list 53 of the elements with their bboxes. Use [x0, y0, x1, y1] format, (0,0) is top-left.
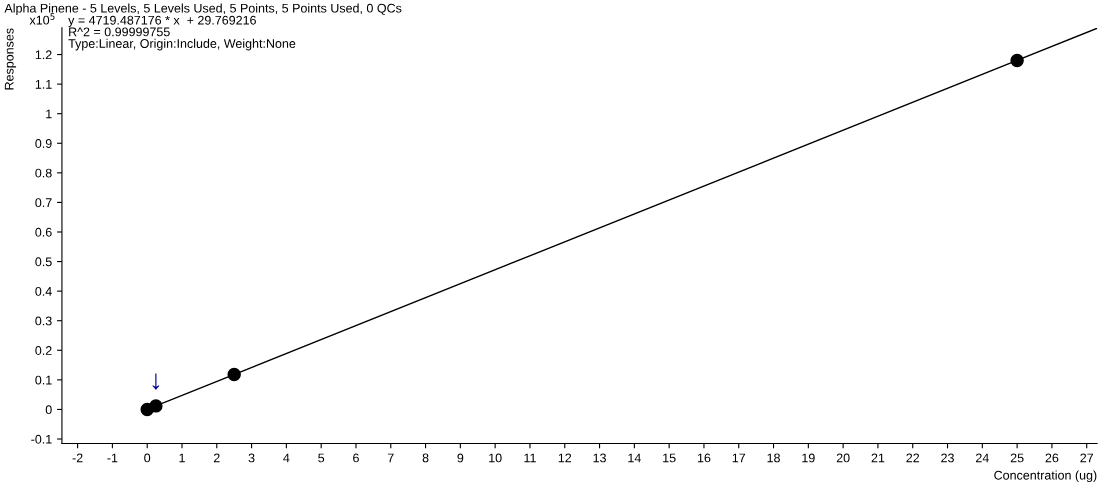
- y-tick-label: 0.6: [35, 227, 52, 237]
- x-tick-label: 21: [871, 453, 885, 463]
- point: [227, 367, 241, 382]
- y-tick-label: 1: [46, 109, 52, 119]
- y-tick-label: 0.2: [35, 346, 52, 355]
- x-tick-label: 19: [802, 453, 815, 463]
- x-tick-label: 23: [941, 453, 954, 463]
- point: [149, 399, 163, 413]
- x-tick-label: 2: [213, 453, 220, 463]
- x-tick-label: -2: [72, 453, 83, 463]
- y-tick-label: 0.7: [35, 198, 52, 208]
- x-tick-label: 25: [1010, 453, 1024, 463]
- point: [1010, 53, 1024, 68]
- x-tick-label: -1: [107, 453, 118, 463]
- x-tick-label: 6: [353, 453, 359, 463]
- y-tick-label: 0.3: [35, 316, 52, 326]
- y-tick-label: -0.1: [31, 434, 52, 444]
- x-tick-label: 26: [1045, 453, 1059, 463]
- y-axis-title: Responses: [4, 28, 17, 90]
- x-tick-label: 4: [283, 453, 290, 463]
- x-tick-label: 0: [144, 453, 151, 463]
- y-tick-label: 1.2: [35, 50, 52, 60]
- x-tick-label: 16: [697, 453, 711, 463]
- annotation: ↓: [152, 373, 160, 390]
- x-tick-label: 5: [318, 453, 325, 463]
- x-tick-label: 3: [248, 453, 255, 463]
- y-tick-label: 0.8: [35, 168, 52, 178]
- y-tick-label: 0.4: [35, 286, 52, 296]
- y-tick-label: 1.1: [35, 80, 52, 89]
- x-tick-label: 20: [836, 453, 850, 463]
- x-tick-label: 15: [663, 453, 676, 463]
- x-axis-title: Concentration (ug): [994, 470, 1097, 483]
- x-tick-label: 7: [387, 453, 394, 463]
- x-tick-label: 18: [767, 453, 780, 463]
- y-tick-label: 0.5: [35, 257, 52, 267]
- x-tick-label: 11: [524, 453, 536, 463]
- x-tick-label: 8: [422, 453, 429, 463]
- x-tick-label: 12: [558, 453, 572, 463]
- annotation: Type:Linear, Origin:Include, Weight:None: [68, 38, 296, 51]
- y-tick-label: 0.9: [35, 139, 52, 148]
- x-tick-label: 24: [976, 453, 989, 463]
- x-tick-label: 27: [1080, 453, 1094, 463]
- y-tick-label: 0: [45, 405, 52, 415]
- x-tick-label: 17: [732, 453, 746, 463]
- x-tick-label: 10: [489, 453, 502, 463]
- x-tick-label: 13: [593, 453, 606, 463]
- x-tick-label: 9: [457, 453, 464, 463]
- x-tick-label: 22: [906, 453, 920, 463]
- annotation: R^2 = 0.99999755: [69, 27, 170, 37]
- x-tick-label: 1: [179, 453, 185, 463]
- y-tick-label: 0.1: [35, 375, 52, 385]
- text: y = 4719.487176 * x + 29.769216: [68, 15, 256, 28]
- x-tick-label: 14: [628, 453, 641, 463]
